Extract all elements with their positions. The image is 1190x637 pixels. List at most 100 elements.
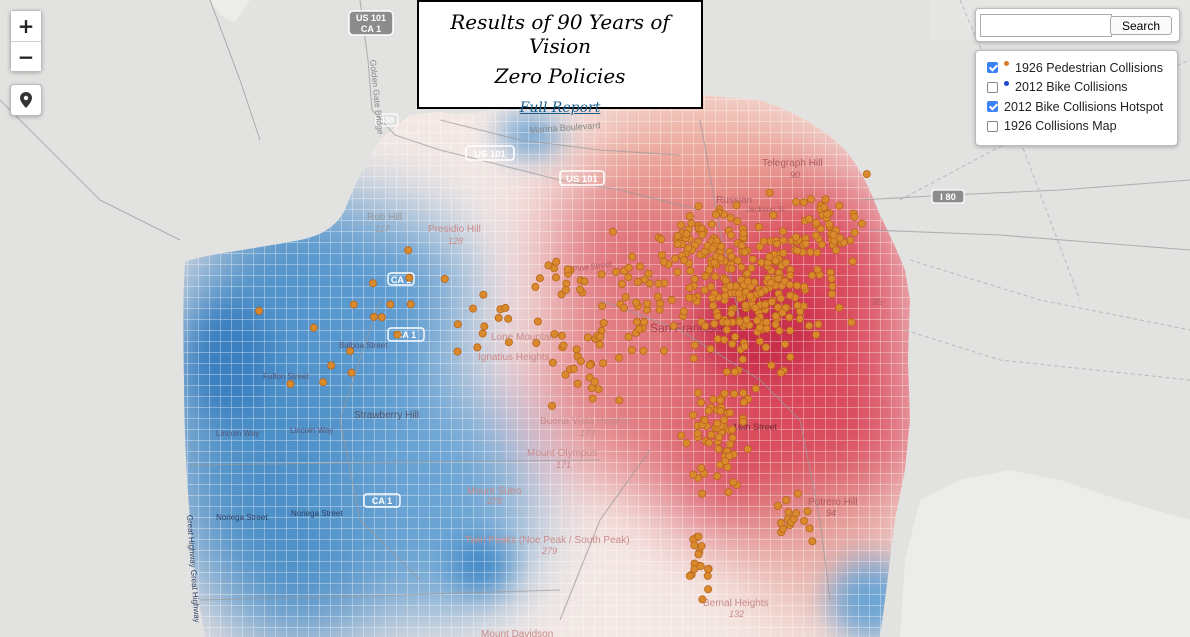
street-label: Lincoln Way xyxy=(290,426,333,435)
collision-point xyxy=(544,261,553,270)
collision-point xyxy=(710,319,719,328)
collision-point xyxy=(698,489,707,498)
collision-point xyxy=(785,313,794,322)
collision-point xyxy=(696,562,705,571)
layer-label: 2012 Bike Collisions Hotspot xyxy=(1004,99,1164,114)
collision-point xyxy=(756,288,765,297)
street-label: Jackson St xyxy=(746,205,786,214)
shield-text: CA 1 xyxy=(361,24,381,34)
collision-point xyxy=(685,283,694,292)
collision-point xyxy=(478,329,487,338)
collision-point xyxy=(494,313,503,322)
collision-point xyxy=(406,300,415,309)
collision-point xyxy=(713,312,722,321)
svg-text:438: 438 xyxy=(380,116,394,125)
collision-point xyxy=(835,201,844,210)
collision-point xyxy=(640,317,649,326)
collision-point xyxy=(608,227,617,236)
collision-point xyxy=(480,322,489,331)
collision-point xyxy=(694,532,703,541)
collision-point xyxy=(697,398,706,407)
collision-point xyxy=(848,257,857,266)
collision-point xyxy=(828,282,837,291)
collision-point xyxy=(453,320,462,329)
place-label: Buena Vista Heights xyxy=(540,416,630,427)
collision-point xyxy=(740,342,749,351)
collision-point xyxy=(643,299,652,308)
collision-point xyxy=(347,368,356,377)
collision-point xyxy=(721,291,730,300)
layer-checkbox[interactable] xyxy=(987,120,998,132)
street-label: Balboa Street xyxy=(339,341,388,350)
collision-point xyxy=(690,341,699,350)
collision-point xyxy=(792,197,801,206)
collision-point xyxy=(701,272,710,281)
collision-point xyxy=(828,290,837,299)
layer-row-collisions-map-1926[interactable]: 1926 Collisions Map xyxy=(976,117,1177,137)
layer-checkbox[interactable] xyxy=(987,62,998,74)
collision-point xyxy=(862,170,871,179)
street-label: Noriega Street xyxy=(216,513,268,522)
collision-point xyxy=(778,308,787,317)
search-button[interactable]: Search xyxy=(1110,16,1172,35)
layer-checkbox[interactable] xyxy=(987,81,998,93)
full-report-link[interactable]: Full Report xyxy=(519,100,601,116)
collision-point xyxy=(576,357,585,366)
street-label: 16th Street xyxy=(733,422,778,432)
blue-dot-icon xyxy=(1004,80,1009,86)
street-label: Marina Boulevard xyxy=(530,120,601,135)
search-input[interactable] xyxy=(980,14,1112,37)
collision-point xyxy=(714,445,723,454)
collision-point xyxy=(751,303,760,312)
collision-point xyxy=(559,341,568,350)
layer-row-bike-2012[interactable]: 2012 Bike Collisions xyxy=(976,78,1177,98)
collision-point xyxy=(786,326,795,335)
zoom-out-button[interactable]: − xyxy=(11,41,41,71)
layer-checkbox[interactable] xyxy=(987,101,998,113)
collision-point xyxy=(827,274,836,283)
street-label: Lincoln Way xyxy=(216,429,259,438)
layer-row-bike-hotspot-2012[interactable]: 2012 Bike Collisions Hotspot xyxy=(976,97,1177,117)
collision-point xyxy=(739,388,748,397)
collision-point xyxy=(711,272,720,281)
locate-button[interactable] xyxy=(10,84,42,116)
collision-point xyxy=(346,347,355,356)
collision-point xyxy=(800,282,809,291)
collision-point xyxy=(727,231,736,240)
collision-point xyxy=(726,408,735,417)
collision-point xyxy=(812,330,821,339)
collision-point xyxy=(708,293,717,302)
collision-point xyxy=(714,433,723,442)
collision-point xyxy=(709,301,718,310)
collision-point xyxy=(734,289,743,298)
collision-point xyxy=(786,291,795,300)
search-control: Search xyxy=(975,8,1180,42)
layer-row-pedestrian-1926[interactable]: 1926 Pedestrian Collisions xyxy=(976,58,1177,78)
zoom-in-button[interactable]: + xyxy=(11,11,41,41)
collision-point xyxy=(590,377,599,386)
layer-label: 1926 Pedestrian Collisions xyxy=(1015,60,1164,75)
collision-point xyxy=(595,340,604,349)
collision-point xyxy=(704,565,713,574)
collision-point xyxy=(747,264,756,273)
place-label: Lone Mountain xyxy=(491,332,557,343)
elevation-label: 132 xyxy=(729,609,744,619)
collision-point xyxy=(832,246,841,255)
collision-point xyxy=(628,252,637,261)
collision-point xyxy=(682,229,691,238)
collision-point xyxy=(618,280,627,289)
collision-point xyxy=(821,195,830,204)
collision-point xyxy=(599,318,608,327)
collision-point xyxy=(775,326,784,335)
svg-text:US 101: US 101 xyxy=(566,174,598,185)
collision-point xyxy=(709,395,718,404)
collision-point xyxy=(654,292,663,301)
us101-shield: US 101 xyxy=(559,170,605,186)
collision-point xyxy=(742,315,751,324)
collision-point xyxy=(738,355,747,364)
collision-point xyxy=(781,340,790,349)
collision-point xyxy=(697,542,706,551)
collision-point xyxy=(755,242,764,251)
collision-point xyxy=(597,270,606,279)
